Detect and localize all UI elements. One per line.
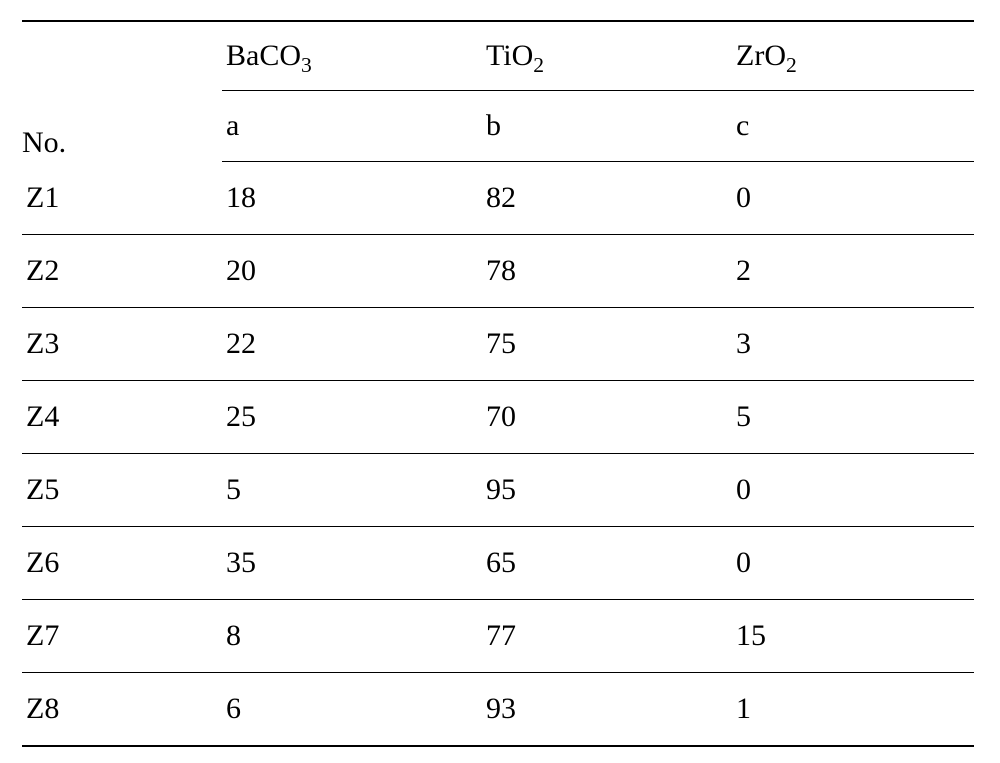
- cell-b: 78: [482, 235, 732, 308]
- cell-id: Z2: [22, 235, 222, 308]
- cell-id: Z7: [22, 600, 222, 673]
- header-compound-0: BaCO3: [222, 21, 482, 91]
- cell-a: 22: [222, 308, 482, 381]
- composition-table: No. BaCO3 TiO2 ZrO2: [22, 20, 974, 747]
- cell-b: 95: [482, 454, 732, 527]
- compound-2-base: ZrO: [736, 39, 786, 72]
- cell-b: 93: [482, 673, 732, 747]
- cell-a: 6: [222, 673, 482, 747]
- cell-a: 20: [222, 235, 482, 308]
- table-row: Z1 18 82 0: [22, 162, 974, 235]
- cell-id: Z5: [22, 454, 222, 527]
- compound-0-base: BaCO: [226, 39, 301, 72]
- header-compound-1: TiO2: [482, 21, 732, 91]
- table-row: Z2 20 78 2: [22, 235, 974, 308]
- cell-a: 5: [222, 454, 482, 527]
- header-letter-0: a: [222, 91, 482, 162]
- cell-id: Z6: [22, 527, 222, 600]
- cell-b: 65: [482, 527, 732, 600]
- cell-b: 70: [482, 381, 732, 454]
- header-no: No.: [22, 21, 222, 162]
- table-row: Z3 22 75 3: [22, 308, 974, 381]
- table-body: Z1 18 82 0 Z2 20 78 2 Z3 22 75 3 Z4 25 7…: [22, 162, 974, 747]
- table-row: Z5 5 95 0: [22, 454, 974, 527]
- cell-c: 5: [732, 381, 974, 454]
- compound-2-sub: 2: [786, 53, 797, 77]
- compound-1-sub: 2: [533, 53, 544, 77]
- cell-a: 35: [222, 527, 482, 600]
- compound-0-sub: 3: [301, 53, 312, 77]
- cell-a: 18: [222, 162, 482, 235]
- page: No. BaCO3 TiO2 ZrO2: [0, 0, 1000, 763]
- table-row: Z8 6 93 1: [22, 673, 974, 747]
- table-row: Z4 25 70 5: [22, 381, 974, 454]
- cell-c: 15: [732, 600, 974, 673]
- header-letter-1: b: [482, 91, 732, 162]
- cell-b: 82: [482, 162, 732, 235]
- cell-c: 2: [732, 235, 974, 308]
- cell-c: 1: [732, 673, 974, 747]
- cell-b: 77: [482, 600, 732, 673]
- header-letter-2: c: [732, 91, 974, 162]
- cell-b: 75: [482, 308, 732, 381]
- cell-a: 25: [222, 381, 482, 454]
- cell-a: 8: [222, 600, 482, 673]
- cell-id: Z3: [22, 308, 222, 381]
- cell-id: Z4: [22, 381, 222, 454]
- cell-c: 0: [732, 527, 974, 600]
- compound-1-base: TiO: [486, 39, 533, 72]
- table-row: Z7 8 77 15: [22, 600, 974, 673]
- header-compound-2: ZrO2: [732, 21, 974, 91]
- cell-c: 3: [732, 308, 974, 381]
- cell-c: 0: [732, 162, 974, 235]
- cell-id: Z1: [22, 162, 222, 235]
- header-no-label: No.: [22, 126, 66, 159]
- cell-id: Z8: [22, 673, 222, 747]
- table-row: Z6 35 65 0: [22, 527, 974, 600]
- cell-c: 0: [732, 454, 974, 527]
